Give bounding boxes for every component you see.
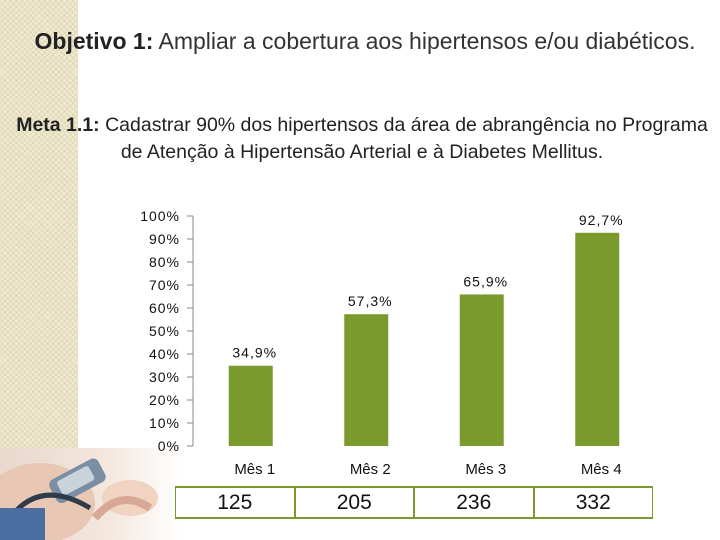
slide-title: Objetivo 1: Ampliar a cobertura aos hipe…: [20, 26, 710, 57]
y-tick-label: 70%: [149, 277, 180, 293]
data-label: 92,7%: [579, 212, 624, 228]
y-tick-label: 50%: [149, 323, 180, 339]
count-cell: 205: [295, 488, 413, 517]
y-tick-label: 60%: [149, 300, 180, 316]
bar: [228, 365, 273, 446]
meta-label: Meta 1.1:: [16, 114, 100, 136]
y-tick-label: 80%: [149, 254, 180, 270]
x-tick-label: Mês 4: [581, 461, 622, 478]
title-text: Ampliar a cobertura aos hipertensos e/ou…: [153, 28, 696, 54]
x-tick-label: Mês 1: [234, 461, 275, 478]
data-label: 34,9%: [232, 345, 277, 361]
bar: [459, 294, 504, 446]
count-cell: 125: [176, 488, 294, 517]
y-tick-label: 30%: [149, 369, 180, 385]
x-tick-label: Mês 2: [350, 461, 391, 478]
count-cell: 236: [415, 488, 533, 517]
y-tick-label: 100%: [140, 208, 180, 224]
y-tick-label: 10%: [149, 415, 180, 431]
blood-pressure-photo-icon: [0, 448, 180, 540]
y-tick-label: 90%: [149, 231, 180, 247]
x-tick-label: Mês 3: [465, 461, 506, 478]
bar: [344, 314, 389, 446]
data-label: 65,9%: [463, 273, 508, 289]
y-tick-label: 40%: [149, 346, 180, 362]
title-label: Objetivo 1:: [34, 28, 154, 54]
meta-text: Cadastrar 90% dos hipertensos da área de…: [99, 114, 708, 163]
bar: [575, 232, 620, 446]
y-tick-label: 0%: [158, 438, 180, 454]
y-tick-label: 20%: [149, 392, 180, 408]
count-cell: 332: [534, 488, 652, 517]
counts-table: 125 205 236 332: [175, 486, 653, 519]
data-label: 57,3%: [348, 293, 393, 309]
goal-text: Meta 1.1: Cadastrar 90% dos hipertensos …: [10, 112, 714, 166]
